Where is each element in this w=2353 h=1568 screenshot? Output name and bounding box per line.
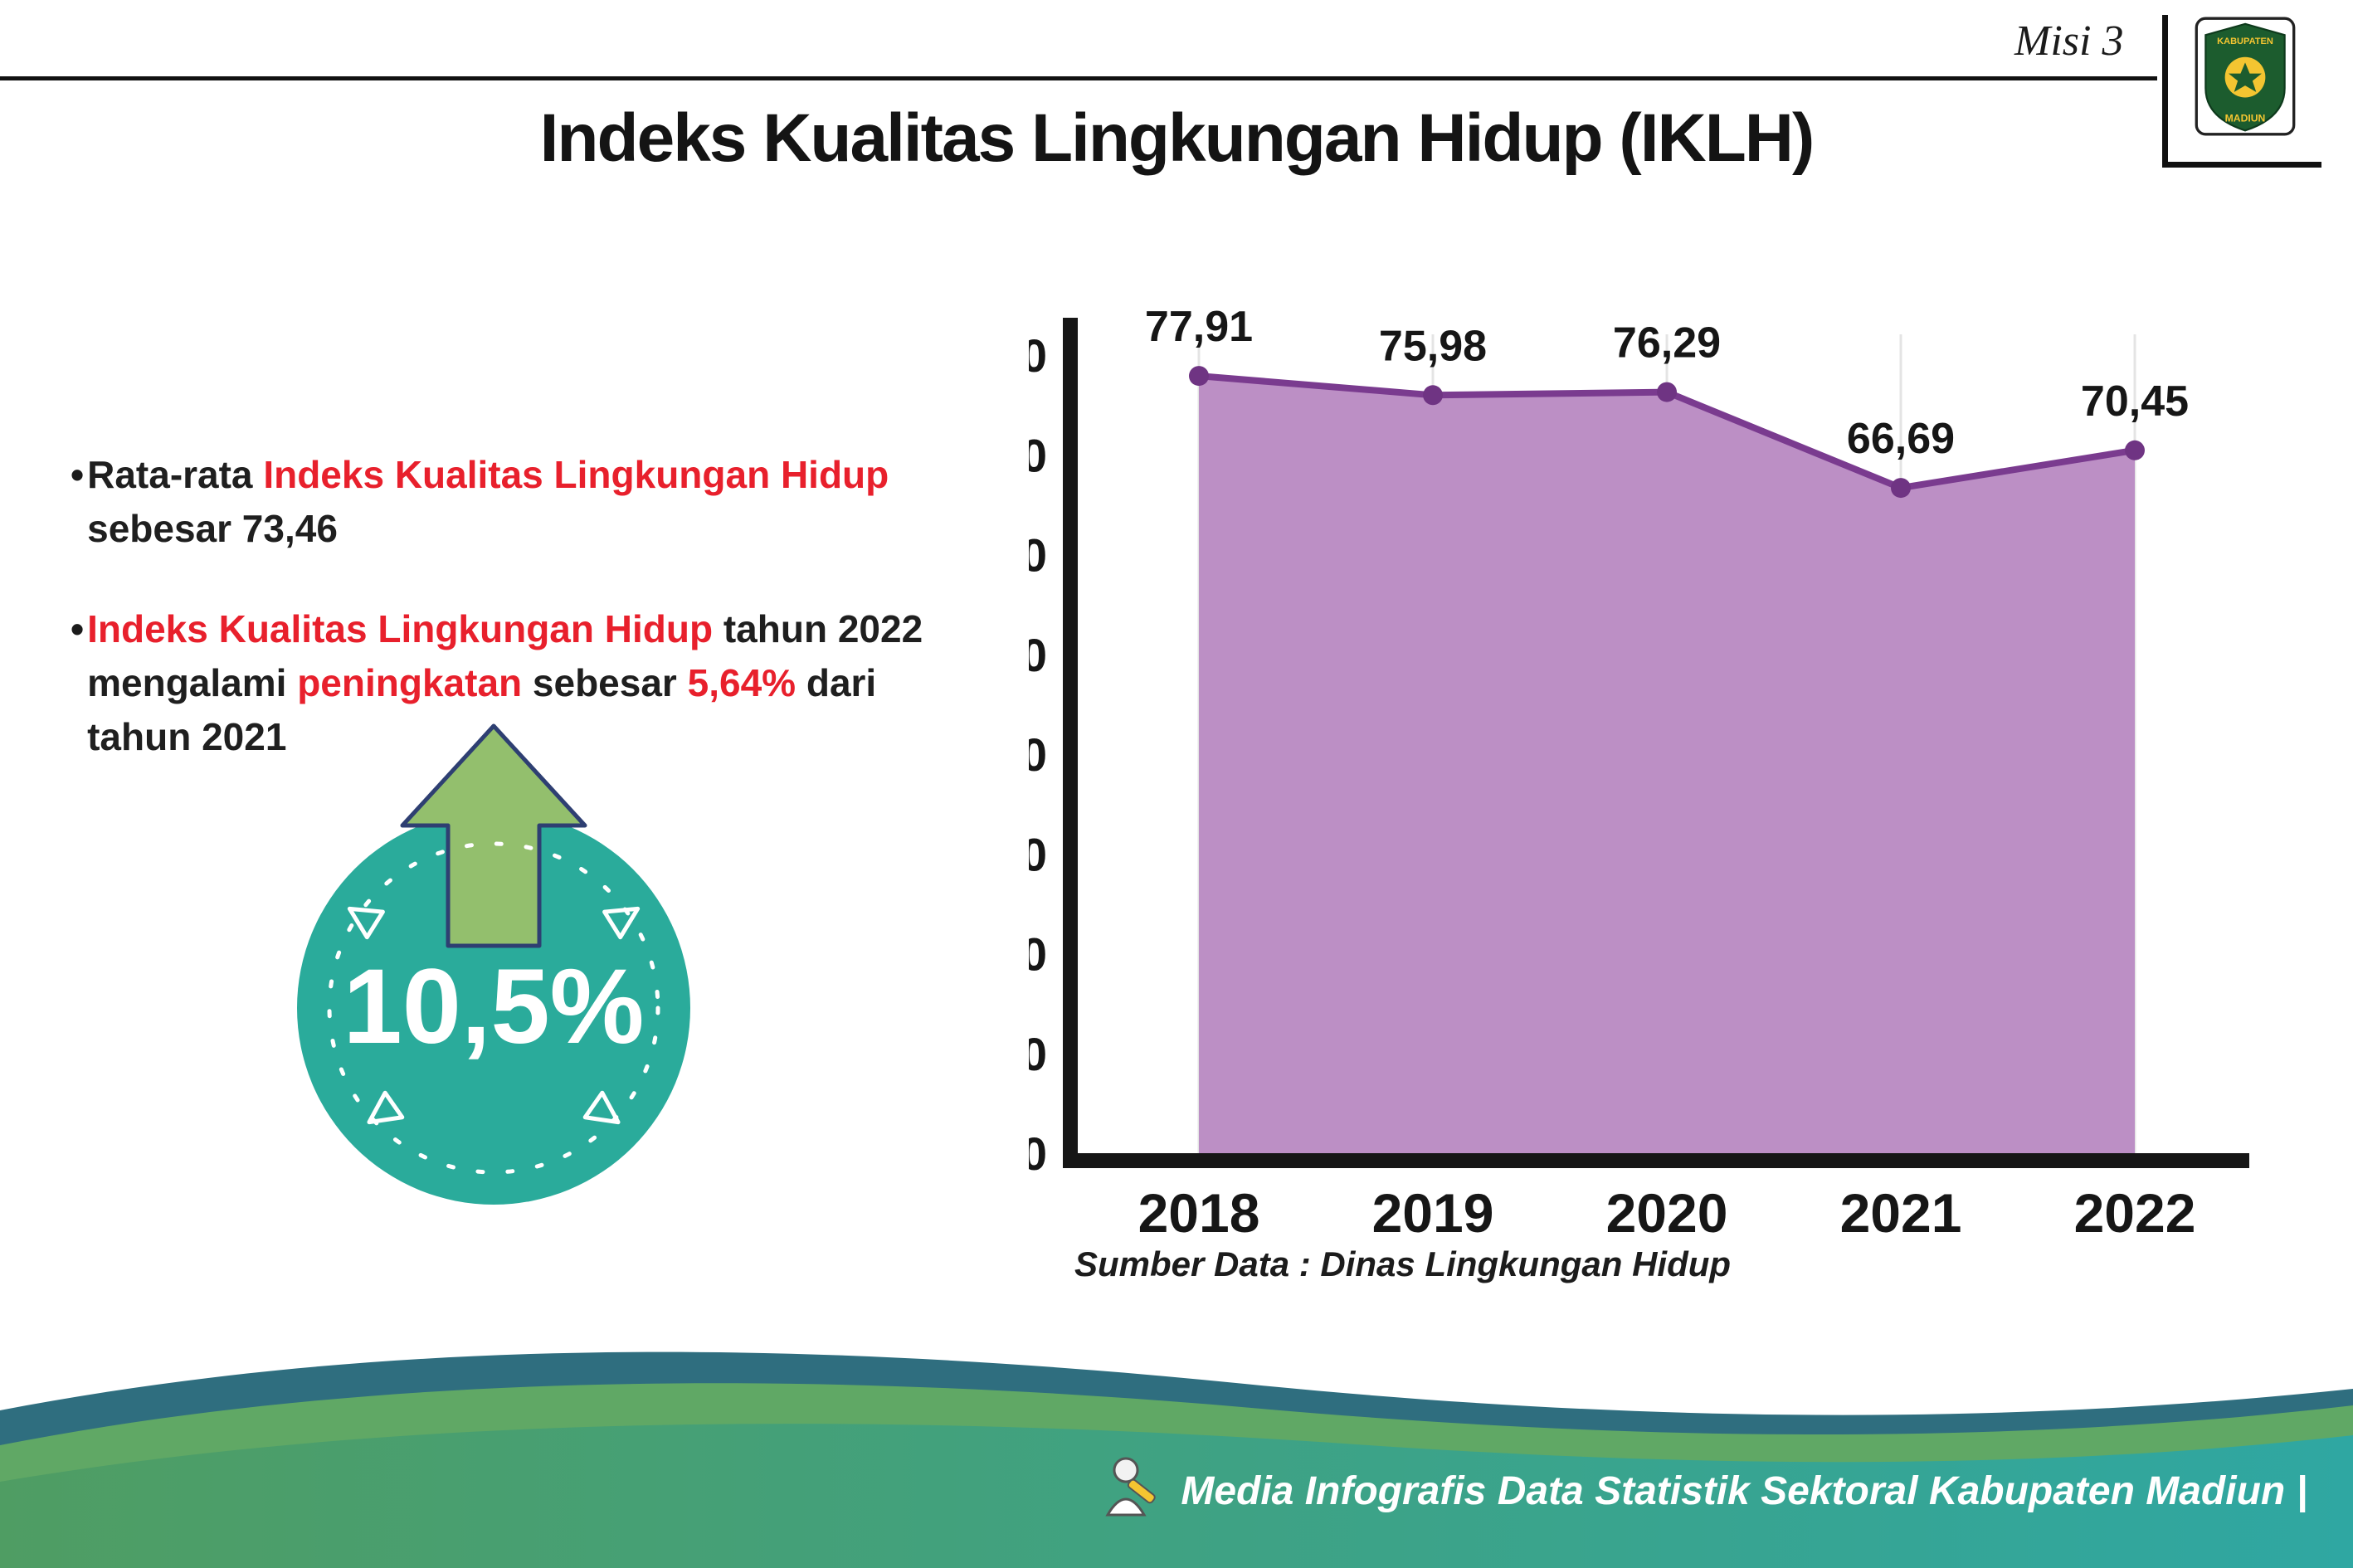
summary-bullets: • Rata-rata Indeks Kualitas Lingkungan H…	[71, 448, 1008, 765]
y-tick-label: 10	[1029, 1028, 1047, 1080]
x-category-label: 2019	[1372, 1182, 1494, 1244]
y-tick-label: 50	[1029, 629, 1047, 681]
x-category-label: 2020	[1606, 1182, 1728, 1244]
logo-corner-frame: KABUPATEN MADIUN	[2162, 15, 2321, 168]
mascot-icon	[1105, 1457, 1157, 1517]
y-tick-label: 0	[1029, 1127, 1047, 1180]
misi-label: Misi 3	[2014, 17, 2124, 65]
iklh-chart: 77,91 75,98 76,29 66,69 70,45 0 10 20 30 40 50 60 70…	[996, 286, 2298, 1332]
chart-source-note: Sumber Data : Dinas Lingkungan Hidup	[1074, 1244, 1732, 1283]
y-tick-label: 60	[1029, 529, 1047, 582]
bullet-dot: •	[71, 453, 85, 496]
bullet-average-text: Rata-rata Indeks Kualitas Lingkungan Hid…	[87, 453, 889, 551]
x-axis	[1063, 1153, 2249, 1168]
header-rule	[0, 76, 2157, 80]
chart-point	[2125, 440, 2145, 460]
x-category-label: 2018	[1138, 1182, 1260, 1244]
x-category-label: 2021	[1840, 1182, 1962, 1244]
badge-dashed-ring	[327, 841, 660, 1175]
point-value-label: 75,98	[1379, 322, 1487, 370]
y-tick-label: 70	[1029, 429, 1047, 481]
badge-percent-label: 10,5%	[343, 947, 645, 1066]
bullet-average-iklh: • Rata-rata Indeks Kualitas Lingkungan H…	[71, 448, 1008, 557]
arrow-up-icon	[400, 723, 587, 948]
y-tick-label: 20	[1029, 928, 1047, 981]
point-value-label: 70,45	[2081, 377, 2189, 426]
chart-point	[1657, 382, 1677, 402]
increase-percent-badge: 10,5%	[297, 723, 690, 1205]
bullet-increase-iklh: • Indeks Kualitas Lingkungan Hidup tahun…	[71, 602, 1008, 765]
footer-waves	[0, 1351, 2353, 1568]
badge-corner-triangles	[347, 906, 641, 1125]
point-value-label: 66,69	[1847, 415, 1955, 463]
bullet-dot: •	[71, 606, 85, 650]
logo-text-bottom: MADIUN	[2224, 112, 2265, 124]
page-title: Indeks Kualitas Lingkungan Hidup (IKLH)	[539, 100, 1815, 176]
wave-teal	[0, 1424, 2353, 1568]
y-tick-label: 80	[1029, 329, 1047, 382]
point-value-label: 76,29	[1613, 319, 1721, 368]
chart-point	[1891, 478, 1911, 499]
x-category-label: 2022	[2074, 1182, 2196, 1244]
y-axis	[1063, 318, 1078, 1168]
logo-text-top: KABUPATEN	[2217, 37, 2273, 46]
footer-caption-text: Media Infografis Data Statistik Sektoral…	[1181, 1468, 2307, 1513]
chart-point	[1189, 366, 1209, 387]
iklh-chart-svg: 77,91 75,98 76,29 66,69 70,45 0 10 20 30 40 50 60 70…	[996, 303, 2249, 1244]
point-value-label: 77,91	[1145, 303, 1253, 351]
y-tick-label: 40	[1029, 728, 1047, 781]
y-tick-label: 30	[1029, 828, 1047, 880]
chart-area	[1199, 376, 2135, 1154]
bullet-increase-text: Indeks Kualitas Lingkungan Hidup tahun 2…	[87, 606, 923, 759]
kabupaten-madiun-logo: KABUPATEN MADIUN	[2195, 17, 2295, 136]
footer-caption: Media Infografis Data Statistik Sektoral…	[1098, 1454, 2307, 1528]
chart-point	[1423, 385, 1443, 406]
